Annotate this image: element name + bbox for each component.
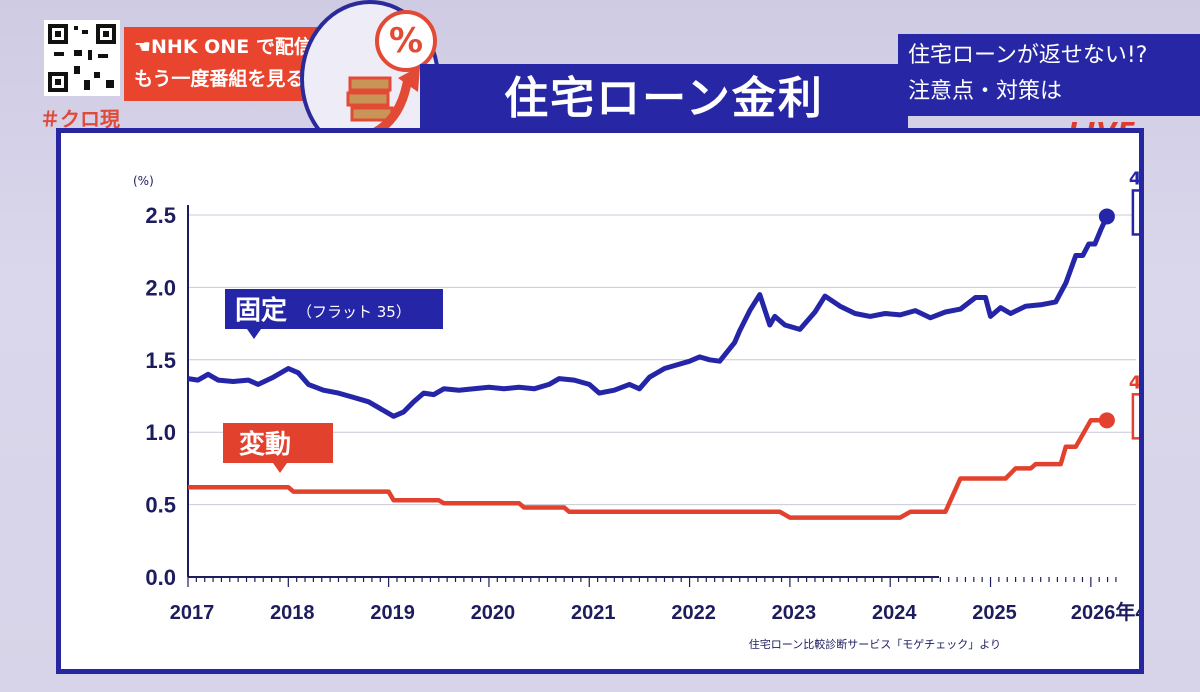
x-tick-label: 2022 (671, 602, 716, 624)
topic-line-1: 住宅ローンが返せない!? (908, 43, 1148, 68)
y-tick-label: 0.5 (145, 493, 176, 518)
hashtag: ＃クロ現 (40, 107, 120, 131)
fixed-series-subname: （フラット 35） (297, 303, 411, 321)
x-tick-label: 2024 (872, 602, 917, 624)
topic-caption: 住宅ローンが返せない!? 注意点・対策は (898, 34, 1200, 116)
y-tick-label: 0.0 (145, 565, 176, 590)
variable-tag-pointer (273, 463, 287, 473)
page-title: 住宅ローン金利 (420, 64, 908, 134)
fixed-series-name: 固定 (235, 295, 287, 326)
y-axis-unit: (%) (133, 174, 154, 188)
variable-series-tag (223, 423, 333, 463)
qr-code-icon (44, 20, 120, 96)
fixed-endpoint-marker (1098, 208, 1115, 225)
y-tick-label: 1.0 (145, 420, 176, 445)
fixed-end-month: 4月 (1129, 168, 1139, 189)
promo-line-1: ☚NHK ONE で配信 (134, 36, 313, 58)
fixed-series-tag (225, 289, 443, 329)
promo-line-2: もう一度番組を見る (134, 68, 305, 90)
fixed-rate-line (187, 215, 1110, 419)
variable-end-month: 4月 (1129, 372, 1139, 393)
line-chart: (%) 0.0 0.5 1.0 1.5 2.0 2.5 2017 2018 2019 2020 202… (133, 168, 1139, 651)
variable-series-name: 変動 (239, 429, 291, 460)
x-tick-label: 2019 (370, 602, 415, 624)
percent-icon: % (375, 10, 437, 72)
topic-line-2: 注意点・対策は (908, 79, 1063, 104)
x-tick-label: 2020 (471, 602, 516, 624)
chart-panel: (%) 0.0 0.5 1.0 1.5 2.0 2.5 2017 2018 2019 2020 202… (56, 128, 1144, 674)
x-tick-label: 2018 (270, 602, 315, 624)
x-tick-label: 2023 (772, 602, 817, 624)
source-note: 住宅ローン比較診断サービス「モゲチェック」より (749, 637, 1001, 651)
y-tick-label: 2.0 (145, 275, 176, 300)
fixed-tag-pointer (247, 329, 261, 339)
qr-code[interactable] (44, 20, 120, 96)
y-tick-label: 2.5 (145, 203, 176, 228)
x-tick-label: 2021 (571, 602, 616, 624)
variable-rate-line (188, 418, 1107, 520)
x-tick-label: 2025 (972, 602, 1017, 624)
variable-value-box (1131, 393, 1139, 440)
variable-endpoint-marker (1098, 412, 1115, 429)
x-tick-label: 2026年4月 (1071, 600, 1139, 624)
fixed-value-box (1131, 189, 1139, 236)
y-tick-label: 1.5 (145, 348, 176, 373)
x-tick-label: 2017 (170, 602, 215, 624)
